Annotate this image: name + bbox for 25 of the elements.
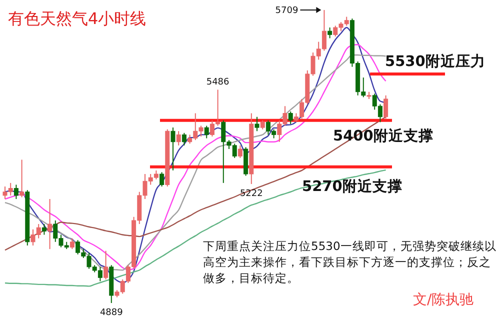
- candlestick: [328, 27, 332, 39]
- candlestick: [20, 159, 24, 198]
- annotation: 下周重点关注压力位5530一线即可，无强势突破继续以高空为主来操作，看下跌目标下方逐一的支撑位；反之做多，目标待定。: [203, 239, 496, 285]
- candlestick: [204, 125, 209, 139]
- candlestick: [14, 184, 18, 200]
- candlestick: [182, 132, 186, 146]
- annotation: 5486: [206, 78, 230, 88]
- chart-title: 有色天然气4小时线: [8, 9, 146, 28]
- ref-line-label: 5530附近压力: [385, 52, 486, 70]
- candlestick: [42, 224, 46, 236]
- candlestick: [104, 250, 108, 280]
- candlestick: [176, 130, 181, 146]
- annotation: 5709: [275, 6, 298, 16]
- candlestick: [160, 172, 164, 188]
- candlestick: [170, 127, 176, 171]
- annotation: 4889: [100, 308, 124, 318]
- annotation: 5222: [240, 189, 263, 200]
- candlestick: [254, 116, 260, 132]
- candlestick: [384, 94, 388, 120]
- candlestick: [70, 238, 74, 250]
- ref-line-label: 5270附近支撑: [302, 178, 402, 195]
- text: 文/陈执驰: [413, 292, 474, 308]
- candlestick: [288, 110, 293, 124]
- candlestick: [238, 144, 242, 158]
- candlestick: [48, 198, 52, 250]
